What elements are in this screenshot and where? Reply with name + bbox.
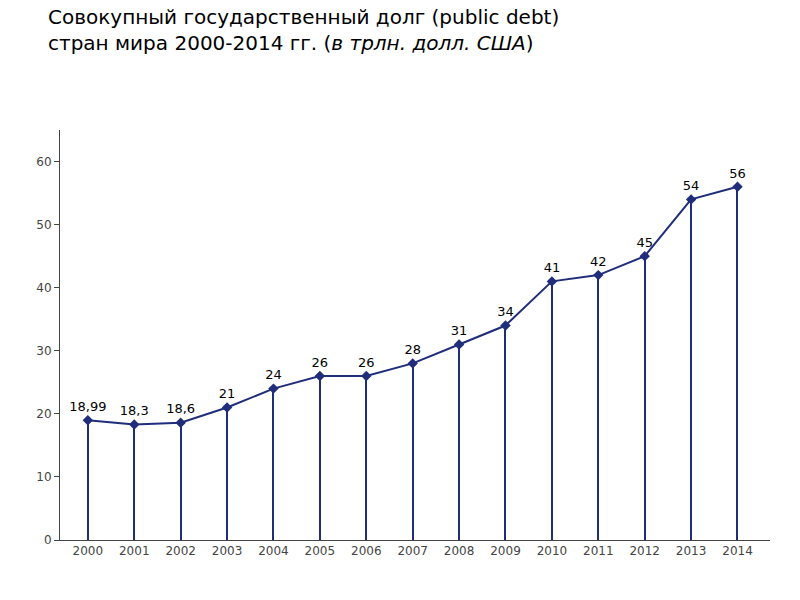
svg-text:2014: 2014 [722, 544, 753, 558]
svg-text:2012: 2012 [629, 544, 660, 558]
svg-text:31: 31 [451, 323, 468, 338]
svg-text:2005: 2005 [305, 544, 336, 558]
svg-text:2011: 2011 [583, 544, 614, 558]
svg-text:21: 21 [219, 386, 236, 401]
svg-text:2002: 2002 [165, 544, 196, 558]
svg-text:34: 34 [497, 304, 514, 319]
svg-text:20: 20 [36, 407, 51, 421]
svg-text:41: 41 [544, 260, 561, 275]
svg-text:26: 26 [312, 355, 329, 370]
svg-text:2006: 2006 [351, 544, 382, 558]
svg-text:18,6: 18,6 [166, 401, 195, 416]
svg-text:Совокупный государственный дол: Совокупный государственный долг (public … [48, 5, 559, 55]
svg-text:30: 30 [36, 344, 51, 358]
svg-text:2001: 2001 [119, 544, 150, 558]
svg-text:2007: 2007 [397, 544, 428, 558]
svg-text:60: 60 [36, 155, 51, 169]
svg-text:28: 28 [404, 342, 421, 357]
svg-text:26: 26 [358, 355, 375, 370]
svg-text:2009: 2009 [490, 544, 521, 558]
svg-text:54: 54 [683, 178, 700, 193]
svg-text:2004: 2004 [258, 544, 289, 558]
svg-text:42: 42 [590, 254, 607, 269]
svg-text:2000: 2000 [73, 544, 104, 558]
svg-text:18,3: 18,3 [120, 403, 149, 418]
svg-text:2010: 2010 [537, 544, 568, 558]
svg-text:24: 24 [265, 367, 282, 382]
svg-text:2013: 2013 [676, 544, 707, 558]
svg-text:45: 45 [636, 235, 653, 250]
svg-text:2008: 2008 [444, 544, 475, 558]
svg-text:2003: 2003 [212, 544, 243, 558]
svg-text:0: 0 [44, 533, 52, 547]
svg-text:10: 10 [36, 470, 51, 484]
svg-text:18,99: 18,99 [69, 399, 106, 414]
svg-text:56: 56 [729, 166, 746, 181]
svg-text:50: 50 [36, 218, 51, 232]
svg-text:40: 40 [36, 281, 51, 295]
